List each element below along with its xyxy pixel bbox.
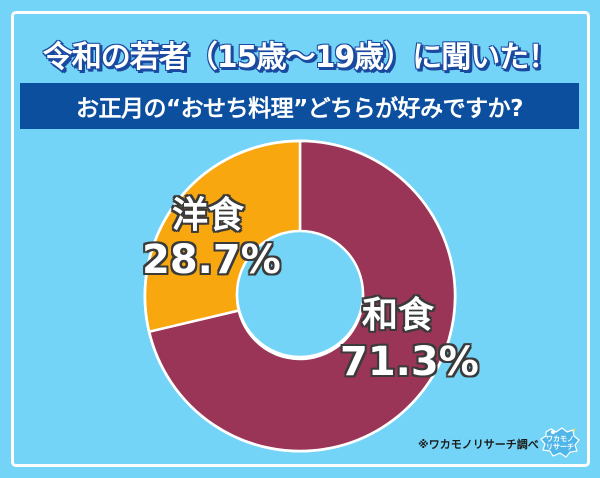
question-banner: お正月の“おせち料理”どちらが好みですか? (20, 83, 579, 129)
svg-text:リサーチ: リサーチ (546, 443, 574, 451)
wakamono-research-logo-icon: ワカモノ リサーチ (540, 427, 580, 458)
label-washoku-name: 和食 (362, 295, 435, 336)
chart-card (11, 11, 590, 467)
question-text: お正月の“おせち料理”どちらが好みですか? (75, 96, 524, 122)
source-note: ※ワカモノリサーチ調べ (418, 438, 539, 451)
label-yoshoku-name: 洋食 (172, 195, 245, 236)
label-yoshoku-percent: 28.7% (142, 237, 281, 283)
donut-hole (235, 229, 365, 359)
chart-title: 令和の若者（15歳～19歳）に聞いた！ (42, 40, 559, 75)
label-washoku-percent: 71.3% (340, 339, 479, 385)
svg-text:ワカモノ: ワカモノ (546, 435, 574, 443)
